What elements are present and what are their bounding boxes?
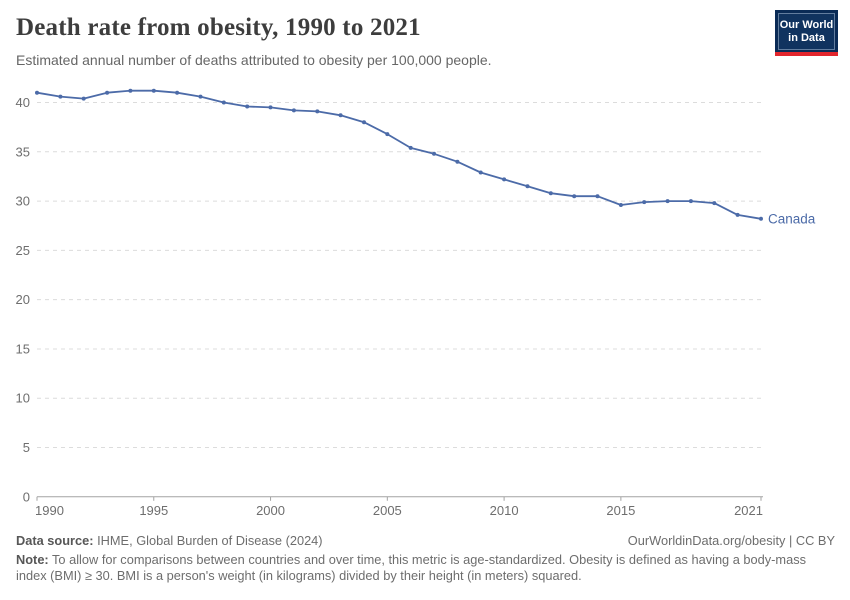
footer-source-row: Data source: IHME, Global Burden of Dise… (16, 533, 835, 548)
data-point[interactable] (315, 109, 320, 114)
data-point[interactable] (245, 104, 250, 109)
y-tick-label: 0 (23, 489, 30, 504)
data-point[interactable] (455, 159, 460, 164)
rights-link[interactable]: OurWorldinData.org/obesity | CC BY (627, 533, 835, 548)
x-tick-label: 2005 (373, 503, 402, 518)
data-source-label: Data source: (16, 533, 94, 548)
data-point[interactable] (175, 90, 180, 95)
logo-line-1: Our World (779, 19, 834, 31)
y-tick-label: 25 (16, 243, 30, 258)
data-point[interactable] (618, 203, 623, 207)
y-tick-label: 40 (16, 95, 30, 110)
data-point[interactable] (362, 120, 366, 125)
chart-subtitle: Estimated annual number of deaths attrib… (16, 52, 492, 68)
data-point[interactable] (198, 94, 203, 99)
data-point[interactable] (35, 90, 39, 95)
data-point[interactable] (268, 105, 273, 110)
page-title: Death rate from obesity, 1990 to 2021 (16, 14, 421, 41)
data-point[interactable] (338, 113, 343, 118)
data-point[interactable] (572, 194, 577, 199)
series-line-canada[interactable] (36, 89, 762, 220)
y-tick-label: 15 (16, 341, 30, 356)
note-label: Note: (16, 552, 49, 567)
x-tick-label: 2010 (490, 503, 519, 518)
x-tick-label: 1990 (35, 503, 64, 518)
data-point[interactable] (712, 201, 717, 206)
logo-line-2: in Data (788, 31, 825, 44)
data-point[interactable] (432, 151, 436, 156)
data-point[interactable] (151, 88, 156, 93)
y-tick-label: 30 (16, 194, 30, 209)
data-point[interactable] (642, 200, 647, 205)
data-source-value: IHME, Global Burden of Disease (2024) (93, 533, 323, 548)
data-point[interactable] (221, 100, 226, 105)
note-value: To allow for comparisons between countri… (16, 552, 806, 584)
data-point[interactable] (502, 177, 507, 182)
owid-logo-text: Our World in Data (778, 13, 835, 50)
data-point[interactable] (525, 184, 530, 189)
data-point[interactable] (58, 94, 63, 99)
data-point[interactable] (291, 108, 296, 113)
data-point[interactable] (759, 216, 763, 221)
data-point[interactable] (478, 170, 483, 175)
y-tick-label: 10 (16, 391, 30, 406)
data-point[interactable] (548, 191, 553, 196)
data-point[interactable] (385, 132, 390, 137)
data-point[interactable] (688, 199, 693, 204)
logo-red-bar (775, 52, 838, 56)
y-tick-label: 5 (23, 440, 30, 455)
y-tick-label: 35 (16, 144, 30, 159)
x-tick-label: 2015 (606, 503, 635, 518)
footer-note: Note: To allow for comparisons between c… (16, 552, 814, 585)
owid-logo[interactable]: Our World in Data (775, 10, 838, 56)
x-tick-label: 1995 (139, 503, 168, 518)
data-point[interactable] (81, 96, 86, 101)
series-label-canada: Canada (768, 211, 816, 226)
x-tick-label: 2000 (256, 503, 285, 518)
data-source: Data source: IHME, Global Burden of Dise… (16, 533, 323, 548)
y-tick-label: 20 (16, 292, 30, 307)
data-point[interactable] (128, 88, 133, 93)
x-tick-label: 2021 (734, 503, 763, 518)
data-point[interactable] (735, 212, 740, 217)
data-point[interactable] (595, 194, 600, 199)
data-point[interactable] (408, 145, 413, 150)
data-point[interactable] (665, 199, 670, 204)
data-point[interactable] (105, 90, 110, 95)
